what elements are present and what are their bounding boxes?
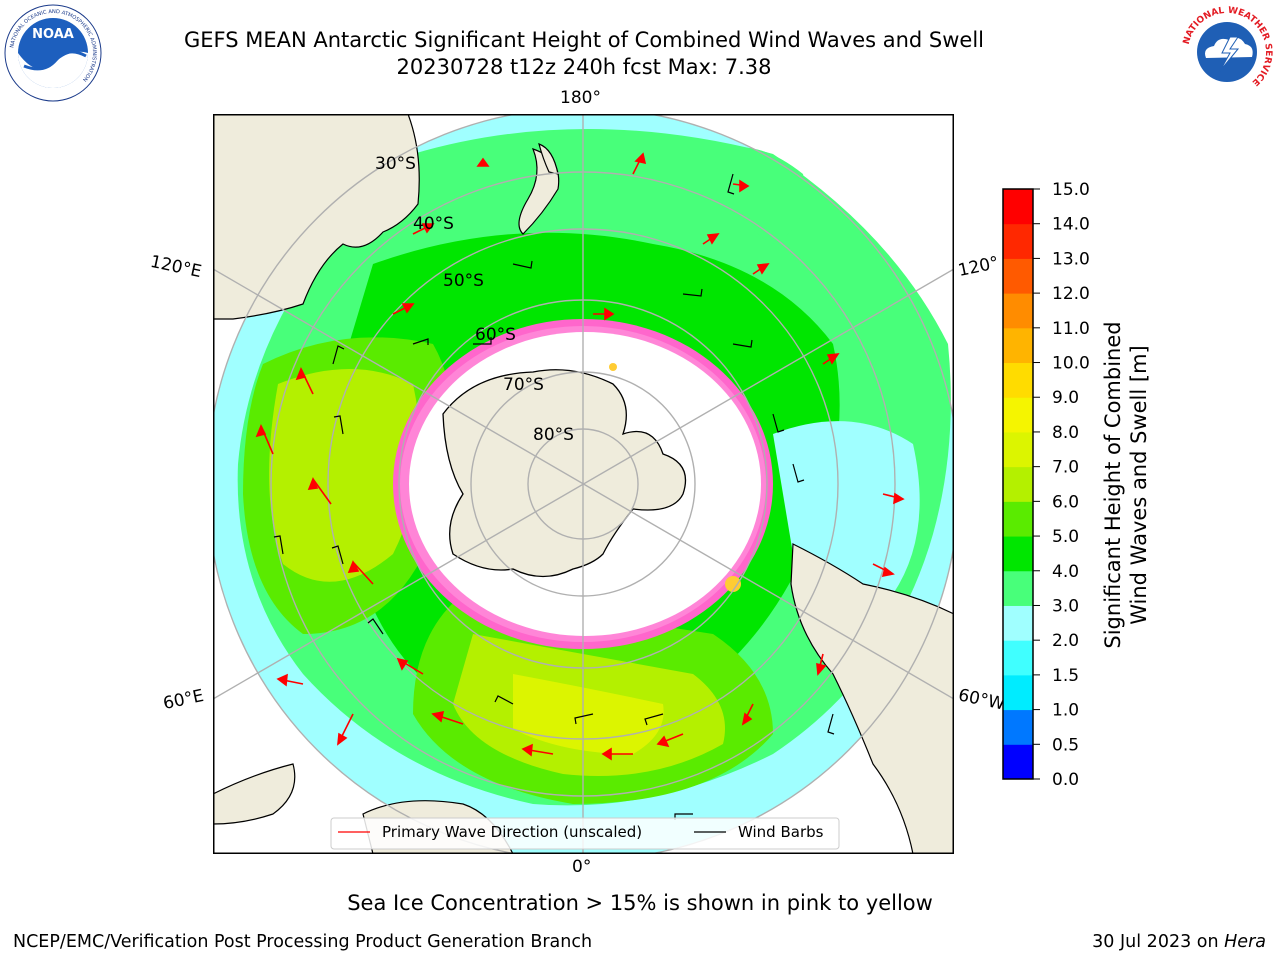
colorbar-tick-label: 1.5 <box>1052 666 1079 686</box>
colorbar-swatch <box>1003 258 1033 294</box>
map-legend: Primary Wave Direction (unscaled) Wind B… <box>330 817 840 850</box>
lat-label-60s: 60°S <box>475 325 516 345</box>
colorbar-swatch <box>1003 466 1033 502</box>
colorbar-frame <box>1002 188 1034 780</box>
lon-label-60w: 60°W <box>956 685 1007 715</box>
colorbar-tick-label: 0.0 <box>1052 770 1079 790</box>
colorbar-swatch <box>1003 293 1033 329</box>
colorbar-tick-label: 9.0 <box>1052 388 1079 408</box>
noaa-logo: NATIONAL OCEANIC AND ATMOSPHERIC ADMINIS… <box>4 4 102 102</box>
run-date-text: 30 Jul 2023 on <box>1092 932 1225 952</box>
colorbar-swatch <box>1003 744 1033 780</box>
colorbar-swatch <box>1003 536 1033 572</box>
legend-wind-barbs: Wind Barbs <box>738 823 824 841</box>
colorbar-swatch <box>1003 570 1033 606</box>
map-title: GEFS MEAN Antarctic Significant Height o… <box>183 28 985 52</box>
nws-logo: NATIONAL WEATHER SERVICE <box>1180 5 1274 99</box>
lat-label-40s: 40°S <box>413 214 454 234</box>
colorbar-tick-label: 13.0 <box>1052 249 1090 269</box>
colorbar-tick-label: 10.0 <box>1052 354 1090 374</box>
lat-label-30s: 30°S <box>375 154 416 174</box>
colorbar-label-line1: Significant Height of Combined <box>1101 321 1125 649</box>
svg-text:NOAA: NOAA <box>32 27 74 42</box>
colorbar-swatch <box>1003 501 1033 537</box>
colorbar-tick-label: 1.0 <box>1052 701 1079 721</box>
colorbar-swatch <box>1003 397 1033 433</box>
colorbar-swatch <box>1003 709 1033 745</box>
lat-label-80s: 80°S <box>533 425 574 445</box>
colorbar-tick-label: 11.0 <box>1052 319 1090 339</box>
colorbar-tick-label: 15.0 <box>1052 180 1090 200</box>
lat-label-50s: 50°S <box>443 271 484 291</box>
colorbar-swatch <box>1003 189 1033 225</box>
colorbar: 0.0 0.5 1.0 1.5 2.0 3.0 4.0 5.0 6.0 7.0 8.0 9.0 10.0… <box>1002 180 1090 790</box>
colorbar-tick-label: 3.0 <box>1052 596 1079 616</box>
colorbar-label: Significant Height of Combined Wind Wave… <box>1100 245 1160 725</box>
lon-label-120w: 120° <box>956 252 1001 282</box>
longitude-lines <box>213 114 954 854</box>
sea-ice-note: Sea Ice Concentration > 15% is shown in … <box>347 891 933 915</box>
colorbar-swatch <box>1003 431 1033 468</box>
legend-wave-direction: Primary Wave Direction (unscaled) <box>382 823 642 841</box>
colorbar-swatch <box>1003 327 1033 364</box>
lon-label-0: 0° <box>572 857 592 877</box>
colorbar-swatch <box>1003 605 1033 641</box>
map-frame <box>213 114 954 854</box>
colorbar-tick-label: 0.5 <box>1052 735 1079 755</box>
colorbar-tick-label: 2.0 <box>1052 631 1079 651</box>
producer-credit: NCEP/EMC/Verification Post Processing Pr… <box>13 932 593 952</box>
colorbar-tick-label: 4.0 <box>1052 562 1079 582</box>
wave-direction-arrows <box>255 152 905 761</box>
colorbar-label-line2: Wind Waves and Swell [m] <box>1127 345 1151 625</box>
colorbar-tick-label: 5.0 <box>1052 527 1079 547</box>
lon-label-120e: 120°E <box>148 251 204 283</box>
colorbar-swatch <box>1003 674 1033 711</box>
antarctic-wave-height-map: Primary Wave Direction (unscaled) Wind B… <box>213 114 954 854</box>
colorbar-swatch <box>1003 362 1033 398</box>
run-date: 30 Jul 2023 on Hera <box>1092 932 1266 952</box>
wind-barbs <box>273 173 835 820</box>
colorbar-tick-label: 14.0 <box>1052 215 1090 235</box>
lat-label-70s: 70°S <box>503 375 544 395</box>
colorbar-tick-label: 8.0 <box>1052 423 1079 443</box>
lon-label-180: 180° <box>560 88 601 108</box>
run-machine: Hera <box>1224 932 1266 952</box>
lon-label-60e: 60°E <box>161 685 206 715</box>
forecast-subtitle: 20230728 t12z 240h fcst Max: 7.38 <box>396 55 772 79</box>
colorbar-tick-label: 6.0 <box>1052 492 1079 512</box>
colorbar-swatch <box>1003 223 1033 259</box>
colorbar-swatch <box>1003 640 1033 676</box>
colorbar-tick-label: 12.0 <box>1052 284 1090 304</box>
colorbar-tick-label: 7.0 <box>1052 458 1079 478</box>
